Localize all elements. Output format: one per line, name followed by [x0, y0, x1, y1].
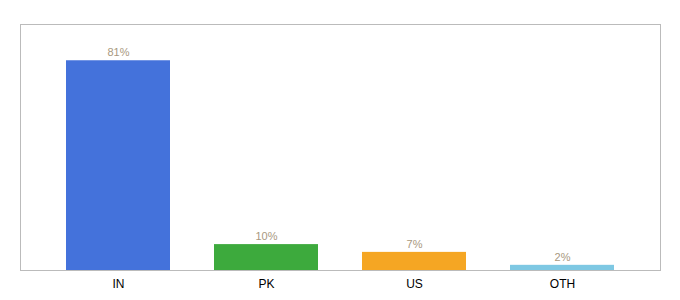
- svg-text:IN: IN: [113, 277, 125, 291]
- svg-text:2%: 2%: [555, 251, 571, 263]
- svg-text:PK: PK: [258, 277, 274, 291]
- svg-text:7%: 7%: [407, 238, 423, 250]
- svg-text:US: US: [406, 277, 423, 291]
- svg-text:OTH: OTH: [550, 277, 575, 291]
- svg-text:81%: 81%: [107, 46, 129, 58]
- svg-text:10%: 10%: [255, 230, 277, 242]
